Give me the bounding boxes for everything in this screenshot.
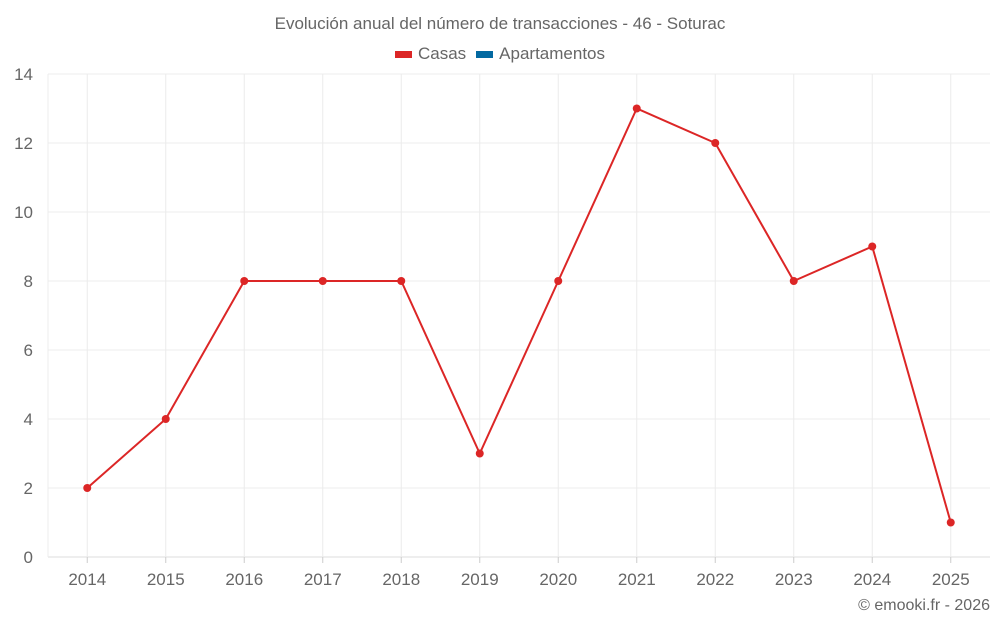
x-tick-label: 2015 (147, 570, 185, 589)
data-point (946, 518, 955, 527)
data-point (554, 277, 563, 285)
x-tick-label: 2023 (775, 570, 813, 589)
y-tick-label: 4 (24, 410, 33, 429)
legend-label-casas: Casas (417, 44, 467, 63)
y-tick-label: 12 (14, 134, 33, 153)
data-point (475, 449, 484, 458)
x-tick-label: 2021 (618, 570, 656, 589)
data-point (240, 277, 249, 285)
y-tick-label: 0 (24, 548, 33, 567)
data-point (318, 277, 327, 285)
legend-item-apartamentos[interactable]: Apartamentos (476, 44, 605, 64)
legend: Casas Apartamentos (0, 44, 1000, 64)
x-tick-label: 2022 (696, 570, 734, 589)
series-line-casas (86, 107, 952, 523)
y-tick-label: 10 (14, 203, 33, 222)
x-tick-label: 2018 (382, 570, 420, 589)
y-tick-label: 2 (24, 479, 33, 498)
data-point (161, 415, 170, 423)
y-tick-label: 14 (14, 65, 33, 84)
legend-swatch-casas (394, 50, 412, 58)
y-tick-label: 6 (24, 341, 33, 360)
x-tick-label: 2019 (461, 570, 499, 589)
x-tick-label: 2025 (932, 570, 970, 589)
legend-label-apartamentos: Apartamentos (499, 44, 606, 63)
data-point (789, 277, 798, 285)
data-point (868, 242, 877, 251)
legend-item-casas[interactable]: Casas (394, 44, 467, 64)
data-point (397, 277, 406, 285)
credit-text: © emooki.fr - 2026 (858, 597, 990, 614)
x-tick-label: 2024 (853, 570, 891, 589)
y-tick-label: 8 (24, 272, 33, 291)
x-tick-label: 2017 (304, 570, 342, 589)
x-tick-label: 2014 (68, 570, 106, 589)
chart-title: Evolución anual del número de transaccio… (274, 14, 726, 33)
legend-swatch-apartamentos (476, 50, 494, 58)
data-point (632, 104, 641, 113)
data-point (83, 484, 92, 492)
data-point (711, 139, 720, 147)
x-tick-label: 2016 (225, 570, 263, 589)
x-tick-label: 2020 (539, 570, 577, 589)
